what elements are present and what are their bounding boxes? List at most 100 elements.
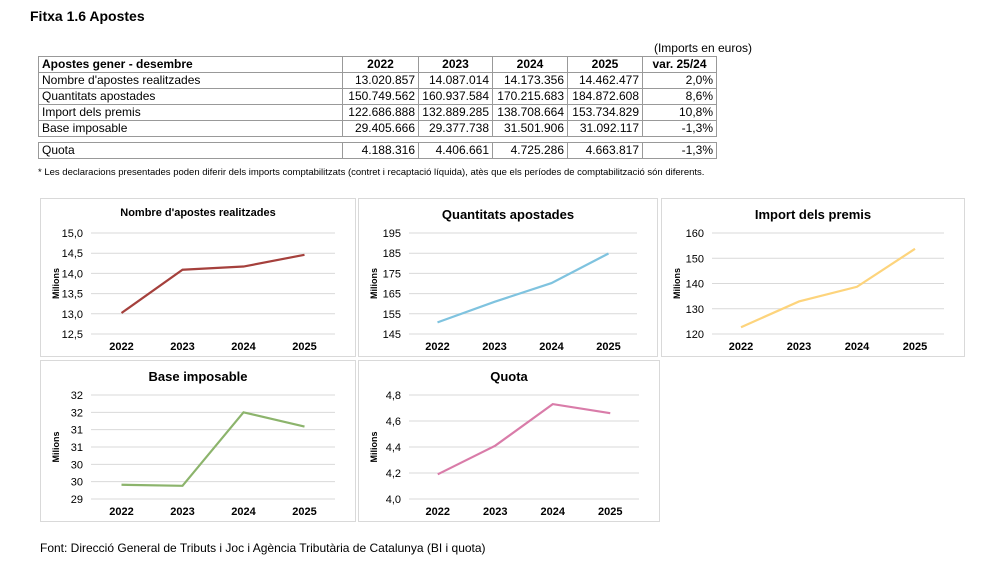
table-cell: 8,6% bbox=[642, 88, 717, 105]
x-tick-label: 2023 bbox=[170, 506, 194, 518]
y-tick-label: 15,0 bbox=[62, 228, 83, 240]
table-cell: 122.686.888 bbox=[342, 104, 419, 121]
series-line bbox=[120, 253, 305, 314]
table-row: Quantitats apostades 150.749.562 160.937.5… bbox=[38, 88, 717, 105]
y-tick-label: 150 bbox=[686, 253, 704, 265]
x-tick-label: 2024 bbox=[231, 341, 256, 353]
header-cell: 2025 bbox=[567, 56, 643, 73]
x-tick-label: 2024 bbox=[231, 506, 256, 518]
table-row: Base imposable 29.405.666 29.377.738 31.501… bbox=[38, 120, 717, 137]
y-tick-label: 120 bbox=[686, 329, 704, 341]
x-tick-label: 2025 bbox=[903, 341, 927, 353]
series-line bbox=[437, 402, 611, 476]
table-cell: 31.501.906 bbox=[492, 120, 568, 137]
y-tick-label: 29 bbox=[71, 494, 83, 506]
table-cell: -1,3% bbox=[642, 142, 717, 159]
x-tick-label: 2023 bbox=[787, 341, 811, 353]
y-tick-label: 140 bbox=[686, 279, 704, 291]
table-cell: 4.663.817 bbox=[567, 142, 643, 159]
y-tick-label: 4,0 bbox=[386, 494, 401, 506]
header-cell: var. 25/24 bbox=[642, 56, 717, 73]
table-cell: 4.188.316 bbox=[342, 142, 419, 159]
footnote: * Les declaracions presentades poden dif… bbox=[38, 167, 705, 178]
table-cell: 10,8% bbox=[642, 104, 717, 121]
table-row: Import dels premis 122.686.888 132.889.285… bbox=[38, 104, 717, 121]
x-tick-label: 2025 bbox=[292, 341, 316, 353]
table-cell: 14.087.014 bbox=[418, 72, 493, 89]
table-cell: 184.872.608 bbox=[567, 88, 643, 105]
table-cell: 2,0% bbox=[642, 72, 717, 89]
table-cell: 138.708.664 bbox=[492, 104, 568, 121]
y-tick-label: 160 bbox=[686, 228, 704, 240]
table-cell: 4.725.286 bbox=[492, 142, 568, 159]
chart-title: Nombre d'apostes realitzades bbox=[120, 207, 275, 219]
x-tick-label: 2022 bbox=[426, 506, 450, 518]
y-tick-label: 145 bbox=[383, 329, 401, 341]
y-tick-label: 4,6 bbox=[386, 416, 401, 428]
header-cell: 2024 bbox=[492, 56, 568, 73]
table-row-quota: Quota 4.188.316 4.406.661 4.725.286 4.66… bbox=[38, 142, 717, 159]
chart-title: Import dels premis bbox=[755, 207, 871, 222]
y-tick-label: 31 bbox=[71, 425, 83, 437]
y-tick-label: 31 bbox=[71, 442, 83, 454]
table-cell: 29.405.666 bbox=[342, 120, 419, 137]
y-tick-label: 12,5 bbox=[62, 329, 83, 341]
series-line bbox=[740, 247, 916, 329]
table-cell: Base imposable bbox=[38, 120, 343, 137]
x-tick-label: 2024 bbox=[845, 341, 870, 353]
x-tick-label: 2022 bbox=[109, 341, 133, 353]
table-cell: 4.406.661 bbox=[418, 142, 493, 159]
chart-base-imposable: Base imposable Milions 29 30 30 31 31 32 32 2022 2… bbox=[40, 360, 356, 522]
series-line bbox=[437, 252, 610, 324]
y-tick-label: 32 bbox=[71, 407, 83, 419]
table-cell: 31.092.117 bbox=[567, 120, 643, 137]
table-cell: Import dels premis bbox=[38, 104, 343, 121]
chart-import-premis: Import dels premis Milions 120 130 140 150 160… bbox=[661, 198, 965, 357]
y-tick-label: 4,8 bbox=[386, 390, 401, 402]
chart-nombre-apostes: Nombre d'apostes realitzades Milions 12,5 1… bbox=[40, 198, 356, 357]
chart-title: Quantitats apostades bbox=[442, 207, 574, 222]
x-tick-label: 2022 bbox=[729, 341, 753, 353]
chart-title: Quota bbox=[490, 369, 528, 384]
y-tick-label: 4,2 bbox=[386, 468, 401, 480]
y-tick-label: 130 bbox=[686, 304, 704, 316]
chart-title: Base imposable bbox=[149, 369, 248, 384]
x-tick-label: 2023 bbox=[170, 341, 194, 353]
y-tick-label: 30 bbox=[71, 477, 83, 489]
chart-quantitats-apostades: Quantitats apostades Milions 145 155 165 175 1… bbox=[358, 198, 658, 357]
chart-quota: Quota Milions 4,0 4,2 4,4 4,6 4,8 2022 2023 2024 2… bbox=[358, 360, 660, 522]
table-cell: Quota bbox=[38, 142, 343, 159]
table-cell: 14.462.477 bbox=[567, 72, 643, 89]
table-cell: -1,3% bbox=[642, 120, 717, 137]
x-tick-label: 2022 bbox=[425, 341, 449, 353]
y-axis-label: Milions bbox=[369, 268, 379, 299]
table-cell: 132.889.285 bbox=[418, 104, 493, 121]
table-cell: 153.734.829 bbox=[567, 104, 643, 121]
y-tick-label: 14,0 bbox=[62, 268, 83, 280]
table-cell: 14.173.356 bbox=[492, 72, 568, 89]
y-tick-label: 13,0 bbox=[62, 309, 83, 321]
x-tick-label: 2023 bbox=[483, 506, 507, 518]
x-tick-label: 2024 bbox=[541, 506, 566, 518]
y-tick-label: 32 bbox=[71, 390, 83, 402]
y-tick-label: 13,5 bbox=[62, 289, 83, 301]
x-tick-label: 2025 bbox=[598, 506, 622, 518]
y-tick-label: 4,4 bbox=[386, 442, 401, 454]
y-axis-label: Milions bbox=[369, 432, 379, 463]
table-row: Nombre d'apostes realitzades 13.020.857 14… bbox=[38, 72, 717, 89]
table-cell: Quantitats apostades bbox=[38, 88, 343, 105]
y-axis-label: Milions bbox=[51, 268, 61, 299]
table-cell: 29.377.738 bbox=[418, 120, 493, 137]
x-tick-label: 2023 bbox=[482, 341, 506, 353]
table-cell: 170.215.683 bbox=[492, 88, 568, 105]
table-cell: 150.749.562 bbox=[342, 88, 419, 105]
table-cell: 160.937.584 bbox=[418, 88, 493, 105]
y-tick-label: 14,5 bbox=[62, 248, 83, 260]
x-tick-label: 2025 bbox=[292, 506, 316, 518]
y-tick-label: 195 bbox=[383, 228, 401, 240]
series-line bbox=[121, 411, 305, 487]
source-note: Font: Direcció General de Tributs i Joc … bbox=[40, 541, 486, 555]
y-axis-label: Milions bbox=[51, 432, 61, 463]
y-tick-label: 175 bbox=[383, 268, 401, 280]
x-tick-label: 2022 bbox=[109, 506, 133, 518]
